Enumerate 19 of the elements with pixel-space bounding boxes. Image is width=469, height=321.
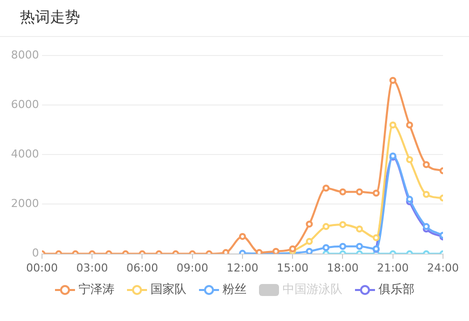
x-tick-label: 12:00 (226, 261, 258, 274)
x-tick-label: 03:00 (76, 261, 108, 274)
y-tick-label: 0 (32, 246, 39, 260)
y-tick-label: 8000 (10, 48, 39, 62)
x-tick-label: 18:00 (326, 261, 359, 274)
legend-label: 宁泽涛 (78, 281, 114, 298)
y-tick-label: 6000 (10, 98, 39, 112)
x-tick-label: 15:00 (276, 261, 308, 274)
legend-label: 国家队 (150, 281, 186, 298)
x-tick-label: 06:00 (126, 261, 158, 274)
x-tick-label: 00:00 (26, 261, 58, 274)
y-tick-label: 2000 (10, 197, 39, 210)
legend-label: 俱乐部 (378, 281, 414, 298)
y-tick-label: 4000 (10, 148, 39, 161)
legend-label: 粉丝 (222, 281, 246, 298)
x-tick-label: 24:00 (427, 261, 459, 274)
x-tick-label: 09:00 (176, 261, 208, 274)
chart-title: 热词走势 (20, 8, 80, 27)
x-tick-label: 21:00 (377, 261, 409, 274)
